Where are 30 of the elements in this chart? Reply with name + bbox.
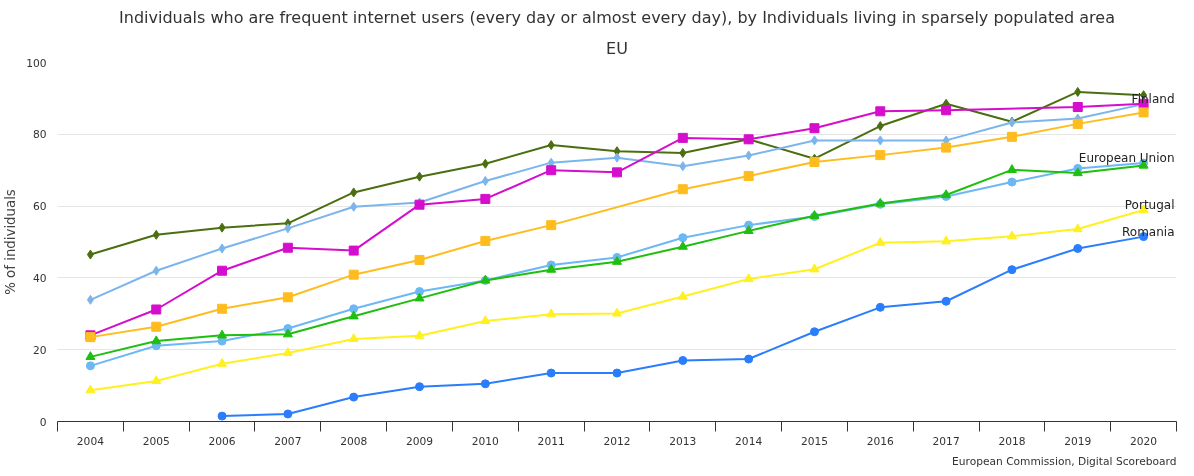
x-tick-label: 2004 bbox=[76, 434, 105, 448]
x-tick-label: 2009 bbox=[405, 434, 434, 448]
x-tick-label: 2016 bbox=[866, 434, 895, 448]
x-tick-label: 2008 bbox=[340, 434, 368, 448]
x-tick-label: 2005 bbox=[142, 434, 170, 448]
x-tick-label: 2015 bbox=[800, 434, 829, 448]
y-tick-label: 0 bbox=[39, 415, 47, 429]
y-axis-title: % of individuals bbox=[3, 189, 19, 295]
y-tick-label: 100 bbox=[26, 56, 47, 70]
chart-title: Individuals who are frequent internet users (every day or almost every day), by Individuals living in sparsely populated area bbox=[119, 7, 1115, 27]
x-tick-label: 2019 bbox=[1064, 434, 1092, 448]
x-tick-label: 2014 bbox=[735, 434, 763, 448]
y-tick-label: 20 bbox=[32, 343, 47, 357]
chart-subtitle: EU bbox=[606, 38, 628, 58]
text: European Commission, Digital Scoreboard bbox=[952, 454, 1177, 468]
x-tick-label: 2012 bbox=[603, 434, 631, 448]
x-tick-label: 2011 bbox=[537, 434, 565, 448]
x-tick-label: 2017 bbox=[932, 434, 960, 448]
x-tick-label: 2007 bbox=[274, 434, 302, 448]
x-tick-label: 2010 bbox=[471, 434, 500, 448]
series-label: Portugal bbox=[1124, 198, 1175, 213]
x-tick-label: 2013 bbox=[669, 434, 697, 448]
y-tick-label: 80 bbox=[32, 128, 47, 142]
series-label: Romania bbox=[1122, 224, 1175, 239]
y-tick-label: 40 bbox=[32, 271, 47, 285]
series-label: European Union bbox=[1078, 151, 1175, 166]
x-tick-label: 2020 bbox=[1130, 434, 1158, 448]
x-tick-label: 2018 bbox=[998, 434, 1026, 448]
x-tick-label: 2006 bbox=[208, 434, 236, 448]
y-tick-label: 60 bbox=[32, 200, 47, 214]
